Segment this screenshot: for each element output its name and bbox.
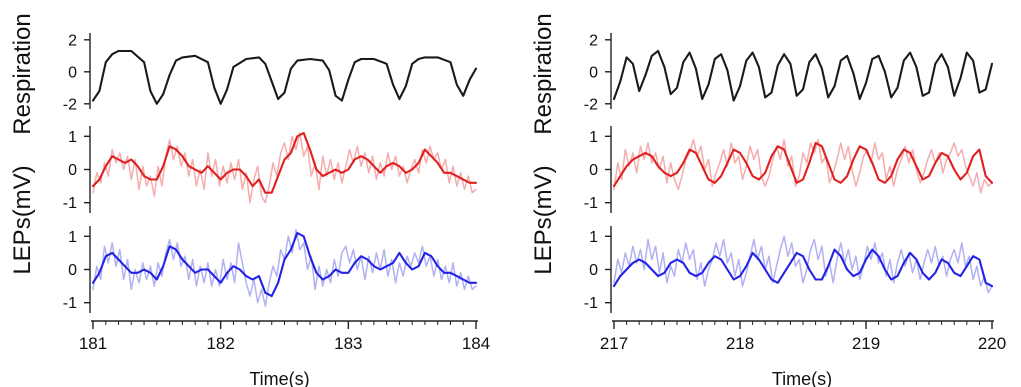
y-tick-label: -1 [584,195,598,212]
subplot-2: -1 0 1 [63,126,478,213]
y-tick-label: 0 [589,64,598,81]
y-tick-label: 0 [68,64,77,81]
x-tick-label: 184 [462,334,490,353]
x-tick-label: 219 [852,334,880,353]
filtered-signal-line [91,131,478,194]
filtered-signal-line [612,248,994,288]
y-tick-label: -1 [584,295,598,312]
x-axis-title: Time(s) [249,369,309,387]
y-tick-label: 0 [68,262,77,279]
y-tick-label: 1 [589,229,598,246]
y-tick-label: 2 [68,32,77,49]
y-tick-label: 0 [68,162,77,179]
y-tick-label: 1 [68,129,77,146]
x-axis-title: Time(s) [772,369,832,387]
y-tick-label: -2 [63,96,77,113]
leps-axis-title: LEPs(mV) [530,165,557,274]
filtered-signal-line [91,231,478,298]
y-tick-label: -1 [63,295,77,312]
raw-signal-line [92,228,477,307]
right-panel: -2 0 2 -1 0 1 -1 0 1 Respiration LEPs(mV) 217 218 219… [530,13,1006,387]
subplot-1: -2 0 2 [584,32,994,113]
raw-signal-line [92,132,477,204]
leps-axis-title: LEPs(mV) [9,165,36,274]
x-tick-label: 217 [600,334,628,353]
raw-signal-line [613,138,993,194]
raw-signal-line [613,235,993,294]
y-tick-label: -2 [584,96,598,113]
y-tick-label: 0 [589,262,598,279]
y-tick-label: 0 [589,162,598,179]
y-tick-label: -1 [63,195,77,212]
y-tick-label: 2 [589,32,598,49]
subplot-3: -1 0 1 [584,226,994,313]
filtered-signal-line [612,141,994,188]
subplot-2: -1 0 1 [584,126,994,213]
y-tick-label: 1 [589,129,598,146]
subplot-3: -1 0 1 [63,226,478,313]
y-tick-label: 1 [68,229,77,246]
x-tick-label: 183 [334,334,362,353]
left-panel: -2 0 2 -1 0 1 -1 0 1 Respiration LEPs(mV) 181 182 183… [9,13,490,387]
respiration-line [612,49,994,102]
subplot-1: -2 0 2 [63,32,478,113]
x-tick-label: 181 [79,334,107,353]
x-tick-label: 182 [206,334,234,353]
respiration-axis-title: Respiration [530,13,557,134]
x-tick-label: 218 [726,334,754,353]
x-tick-label: 220 [978,334,1006,353]
respiration-line [91,49,478,105]
respiration-axis-title: Respiration [9,13,36,134]
